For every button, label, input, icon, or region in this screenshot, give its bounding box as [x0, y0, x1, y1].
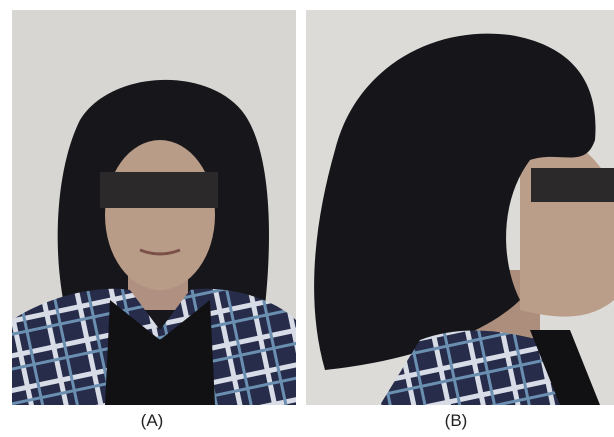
photo-front	[12, 10, 296, 405]
panel-label: (A)	[141, 411, 164, 430]
photo-profile	[306, 10, 614, 405]
panel-label: (B)	[445, 411, 468, 430]
